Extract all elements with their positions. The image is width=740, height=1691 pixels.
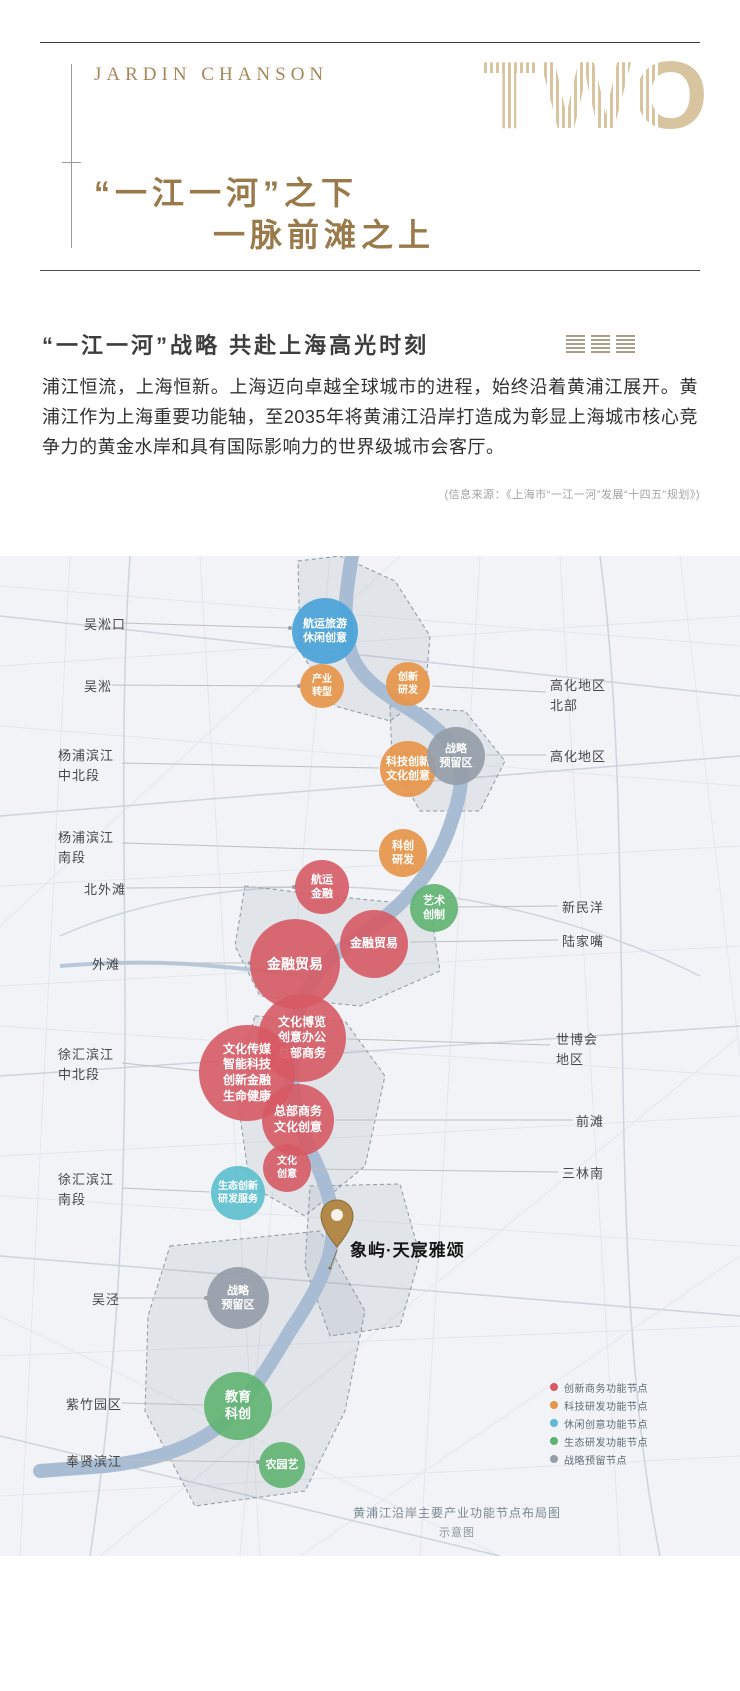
main-title-line2: 一脉前滩之上	[213, 217, 436, 253]
legend-item: 科技研发功能节点	[550, 1396, 648, 1414]
legend-dot-tech	[550, 1401, 558, 1409]
map-label-yangpu-mid-north: 杨浦滨江 中北段	[58, 748, 115, 783]
huangpu-river-map: 吴淞口 吴淞 杨浦滨江 中北段 杨浦滨江 南段 北外滩 外滩 徐汇滨江 中北段 …	[0, 556, 740, 1556]
legend-item: 休闲创意功能节点	[550, 1414, 648, 1432]
vertical-rule	[71, 64, 72, 248]
map-label-xuhui-mid-north: 徐汇滨江 中北段	[58, 1047, 115, 1082]
map-label-xuhui-south: 徐汇滨江 南段	[58, 1172, 115, 1207]
map-label-lujiazui: 陆家嘴	[562, 934, 605, 949]
legend-dot-reserve	[550, 1455, 558, 1463]
brand-logo-text: JARDIN CHANSON	[94, 64, 329, 85]
legend-item: 创新商务功能节点	[550, 1378, 648, 1396]
map-node-education-sci: 教育 科创	[204, 1372, 272, 1440]
map-node-shipping-tourism-leisure: 航运旅游 休闲创意	[292, 598, 358, 664]
map-node-culture-creative: 文化 创意	[263, 1144, 311, 1192]
map-label-gaohua-north: 高化地区 北部	[550, 678, 607, 713]
map-label-wusongkou: 吴淞口	[84, 617, 127, 632]
header-bottom-divider	[40, 270, 700, 271]
map-label-north-bund: 北外滩	[84, 882, 127, 897]
map-node-innovation-rd: 创新 研发	[386, 662, 430, 706]
main-title-line1: “一江一河”之下	[94, 175, 359, 211]
map-label-wujing: 吴泾	[92, 1292, 121, 1307]
map-label-yangpu-south: 杨浦滨江 南段	[58, 830, 115, 865]
map-node-art-creation: 艺术 创制	[410, 884, 458, 932]
legend-item: 战略预留节点	[550, 1450, 648, 1468]
map-caption-sub: 示意图	[439, 1527, 475, 1539]
project-location-pin-icon	[318, 1198, 356, 1255]
watermark-two: TWO	[480, 42, 710, 149]
section-heading: “一江一河”战略 共赴上海高光时刻	[42, 333, 430, 358]
map-caption-title: 黄浦江沿岸主要产业功能节点布局图	[352, 1506, 561, 1520]
legend-dot-leisure	[550, 1419, 558, 1427]
legend-dot-innovation	[550, 1383, 558, 1391]
seal-stamp-icon	[566, 333, 635, 353]
map-caption: 黄浦江沿岸主要产业功能节点布局图 示意图	[312, 1504, 602, 1540]
legend-dot-eco	[550, 1437, 558, 1445]
map-node-finance-trade-east: 金融贸易	[340, 910, 408, 978]
map-label-qiantan: 前滩	[576, 1114, 605, 1129]
source-note: (信息来源：《上海市“一江一河”发展“十四五”规划》)	[444, 489, 700, 501]
map-node-strategic-reserve-north: 战略 预留区	[427, 727, 485, 785]
top-divider	[40, 42, 700, 43]
map-label-wusong: 吴淞	[84, 679, 113, 694]
map-label-xinminyang: 新民洋	[562, 900, 605, 915]
map-node-strategic-reserve-south: 战略 预留区	[207, 1267, 269, 1329]
map-label-gaohua: 高化地区	[550, 749, 607, 764]
vertical-rule-tick	[62, 162, 81, 163]
map-label-expo-area: 世博会 地区	[556, 1032, 599, 1067]
map-label-sanlin-south: 三林南	[562, 1166, 605, 1181]
map-node-industry-transform: 产业 转型	[300, 664, 344, 708]
map-label-zizhu-park: 紫竹园区	[66, 1397, 123, 1412]
map-label-the-bund: 外滩	[92, 957, 121, 972]
map-node-agri-garden: 农园艺	[259, 1442, 305, 1488]
legend-item: 生态研发功能节点	[550, 1432, 648, 1450]
map-node-sci-innovation-rd: 科创 研发	[379, 829, 427, 877]
body-paragraph: 浦江恒流，上海恒新。上海迈向卓越全球城市的进程，始终沿着黄浦江展开。黄浦江作为上…	[42, 377, 698, 457]
map-node-eco-innovation-service: 生态创新 研发服务	[211, 1166, 265, 1220]
map-label-fengxian-riverside: 奉贤滨江	[66, 1454, 123, 1469]
map-legend: 创新商务功能节点 科技研发功能节点 休闲创意功能节点 生态研发功能节点 战略预留…	[550, 1378, 648, 1468]
map-node-hq-business-culture: 总部商务 文化创意	[262, 1084, 334, 1156]
project-name-label: 象屿·天宸雅颂	[350, 1241, 465, 1260]
map-node-tech-innovation-culture: 科技创新 文化创意	[380, 741, 436, 797]
map-node-shipping-finance: 航运 金融	[295, 860, 349, 914]
